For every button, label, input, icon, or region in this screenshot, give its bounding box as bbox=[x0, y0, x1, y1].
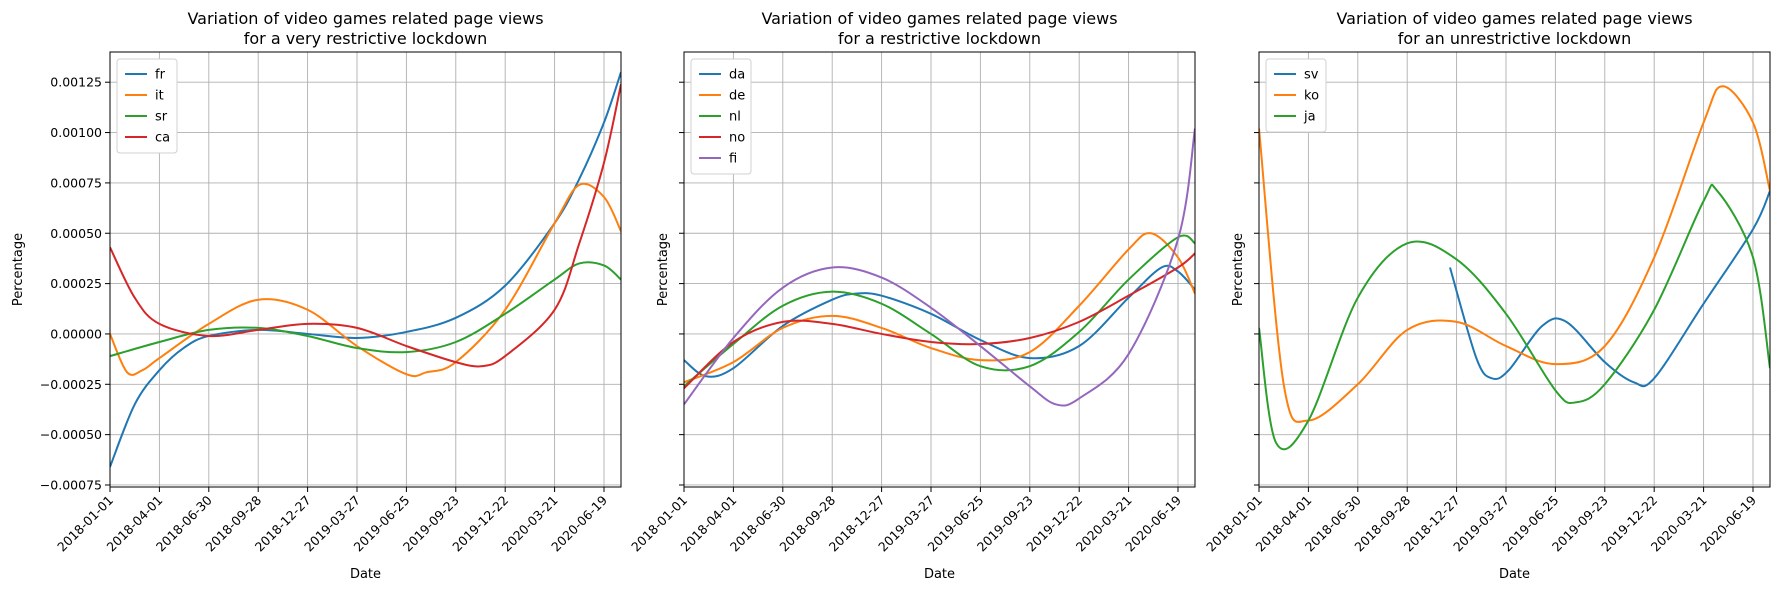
legend-label-nl: nl bbox=[729, 110, 741, 125]
chart-title-line: for a restrictive lockdown bbox=[838, 29, 1041, 48]
chart-title-line: Variation of video games related page vi… bbox=[1336, 9, 1692, 28]
series-line-it bbox=[110, 182, 621, 378]
chart-panel-restrictive: 2018-01-012018-04-012018-06-302018-09-28… bbox=[628, 9, 1196, 582]
legend-label-fr: fr bbox=[155, 68, 166, 83]
plot-frame bbox=[109, 51, 622, 488]
legend-label-ca: ca bbox=[155, 131, 170, 146]
series-group bbox=[110, 71, 621, 468]
series-group bbox=[684, 128, 1195, 407]
series-line-sv bbox=[1449, 190, 1770, 388]
y-tick-label: −0.00075 bbox=[40, 477, 102, 492]
chart-title-line: for an unrestrictive lockdown bbox=[1398, 29, 1631, 48]
y-tick-label: 0.00100 bbox=[50, 125, 102, 140]
legend-label-ja: ja bbox=[1303, 110, 1316, 125]
series-group bbox=[1259, 85, 1770, 451]
series-line-ja bbox=[1259, 183, 1770, 451]
y-tick-label: −0.00025 bbox=[40, 377, 102, 392]
y-tick-label: 0.00075 bbox=[50, 175, 102, 190]
series-line-de bbox=[684, 232, 1195, 384]
legend-label-it: it bbox=[155, 89, 164, 104]
legend-label-ko: ko bbox=[1304, 89, 1319, 104]
series-line-nl bbox=[684, 234, 1195, 388]
series-line-no bbox=[684, 252, 1195, 390]
y-tick-label: −0.00050 bbox=[40, 427, 102, 442]
legend-label-da: da bbox=[729, 68, 745, 83]
series-line-ko bbox=[1259, 85, 1770, 423]
y-tick-label: 0.00050 bbox=[50, 226, 102, 241]
legend bbox=[116, 58, 178, 154]
legend-label-sr: sr bbox=[155, 110, 168, 125]
y-axis-label: Percentage bbox=[11, 233, 26, 306]
chart-panel-unrestrictive: 2018-01-012018-04-012018-06-302018-09-28… bbox=[1203, 9, 1771, 582]
y-axis-label: Percentage bbox=[1231, 233, 1246, 306]
plot-frame bbox=[1258, 51, 1771, 488]
chart-panel-very-restrictive: −0.00075 −0.00050 −0.00025 0.00000 0.00025 0.… bbox=[11, 9, 622, 582]
plot-frame bbox=[683, 51, 1196, 488]
y-tick-label: 0.00025 bbox=[50, 276, 102, 291]
chart-title-line: for a very restrictive lockdown bbox=[244, 29, 488, 48]
y-axis-label: Percentage bbox=[656, 233, 671, 306]
chart-title-line: Variation of video games related page vi… bbox=[761, 9, 1117, 28]
legend-label-de: de bbox=[729, 89, 745, 104]
series-line-da bbox=[684, 264, 1195, 378]
legend-label-fi: fi bbox=[729, 152, 737, 167]
x-axis-label: Date bbox=[350, 567, 381, 582]
x-axis-label: Date bbox=[924, 567, 955, 582]
series-line-fi bbox=[684, 128, 1195, 407]
series-line-sr bbox=[110, 261, 621, 358]
chart-title-line: Variation of video games related page vi… bbox=[187, 9, 543, 28]
legend-label-no: no bbox=[729, 131, 745, 146]
y-tick-label: 0.00125 bbox=[50, 75, 102, 90]
series-line-fr bbox=[110, 71, 621, 468]
legend-label-sv: sv bbox=[1304, 68, 1319, 83]
y-tick-label: 0.00000 bbox=[50, 326, 102, 341]
series-line-ca bbox=[110, 84, 621, 368]
x-axis-label: Date bbox=[1499, 567, 1530, 582]
